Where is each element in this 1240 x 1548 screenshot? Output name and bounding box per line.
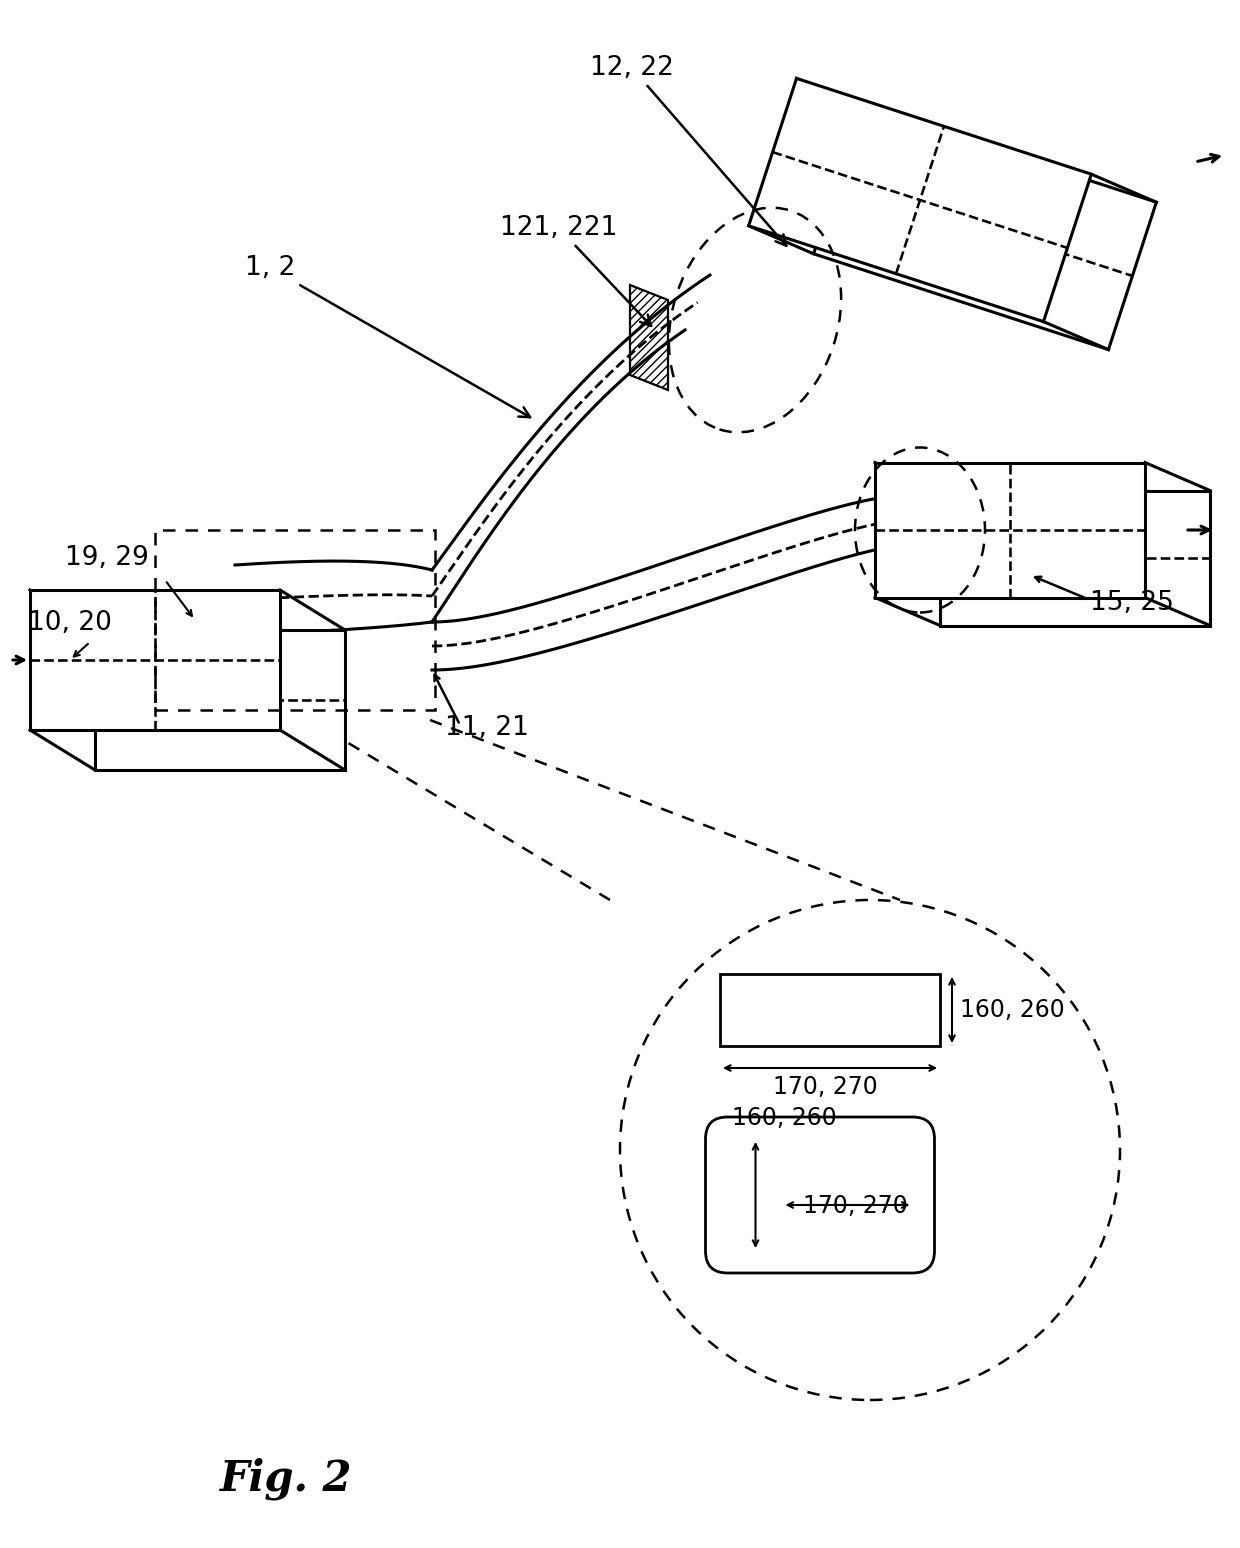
Text: 11, 21: 11, 21: [445, 715, 529, 741]
Polygon shape: [30, 590, 280, 731]
Text: 12, 22: 12, 22: [590, 56, 786, 246]
Text: 121, 221: 121, 221: [500, 215, 651, 327]
Text: 160, 260: 160, 260: [733, 1105, 837, 1130]
Text: 1, 2: 1, 2: [246, 255, 531, 418]
FancyBboxPatch shape: [706, 1118, 935, 1272]
Text: 170, 270: 170, 270: [802, 1194, 908, 1218]
Text: 15, 25: 15, 25: [1090, 590, 1174, 616]
Polygon shape: [95, 630, 345, 769]
Text: 10, 20: 10, 20: [29, 610, 112, 636]
Bar: [720, 974, 940, 1046]
Text: 160, 260: 160, 260: [960, 998, 1065, 1022]
Polygon shape: [940, 491, 1210, 625]
Polygon shape: [875, 463, 1145, 598]
Text: 19, 29: 19, 29: [64, 545, 149, 571]
Text: 170, 270: 170, 270: [773, 1074, 878, 1099]
Text: Fig. 2: Fig. 2: [219, 1457, 352, 1500]
Polygon shape: [749, 79, 1091, 322]
Polygon shape: [813, 107, 1157, 350]
Circle shape: [620, 899, 1120, 1399]
